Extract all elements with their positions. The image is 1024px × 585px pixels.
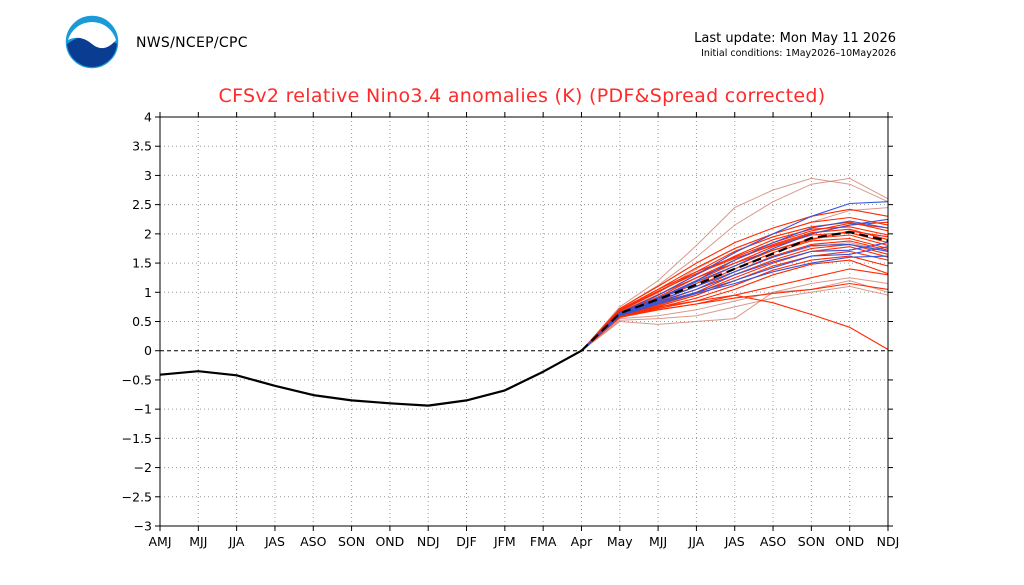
x-tick-label: MJJ — [189, 534, 207, 549]
last-update: Last update: Mon May 11 2026 — [694, 31, 896, 46]
x-tick-label: JFM — [493, 534, 516, 549]
ensemble-member-faint-line — [581, 285, 889, 352]
y-tick-label: −1 — [134, 402, 152, 417]
x-tick-label: JAS — [264, 534, 285, 549]
ensemble-member-faint-line — [581, 280, 889, 352]
ensemble-member-blue-line — [581, 201, 889, 352]
x-tick-label: JJA — [688, 534, 705, 549]
y-tick-label: −2 — [134, 460, 152, 475]
x-tick-label: JJA — [228, 534, 245, 549]
x-tick-label: FMA — [530, 534, 557, 549]
x-tick-label: MJJ — [649, 534, 667, 549]
y-tick-label: −3 — [134, 519, 152, 534]
y-tick-label: 2.5 — [132, 197, 152, 212]
y-tick-label: −1.5 — [122, 431, 152, 446]
noaa-logo-text: NOAA — [78, 29, 107, 39]
x-tick-label: NDJ — [877, 534, 900, 549]
y-tick-label: 2 — [144, 226, 152, 241]
x-tick-label: NDJ — [417, 534, 440, 549]
ensemble-member-blue-line — [581, 218, 889, 352]
plot-frame — [159, 116, 889, 527]
x-tick-label: JAS — [724, 534, 745, 549]
x-tick-label: Apr — [571, 534, 593, 549]
x-tick-label: SON — [798, 534, 825, 549]
ensemble-member-red-line — [581, 222, 889, 352]
x-tick-label: DJF — [456, 534, 477, 549]
y-tick-label: −2.5 — [122, 489, 152, 504]
x-tick-label: ASO — [760, 534, 786, 549]
x-tick-label: SON — [338, 534, 365, 549]
ensemble-member-blue-line — [581, 242, 889, 352]
x-tick-label: OND — [375, 534, 404, 549]
noaa-logo-icon: NOAA — [64, 14, 120, 70]
y-tick-label: −0.5 — [122, 372, 152, 387]
y-tick-label: 4 — [144, 110, 152, 125]
ensemble-member-blue-line — [581, 246, 889, 352]
x-tick-label: May — [607, 534, 633, 549]
y-tick-label: 3.5 — [132, 139, 152, 154]
ensemble-member-red-line — [581, 246, 889, 352]
ensemble-member-faint-line — [581, 277, 889, 352]
y-tick-label: 0 — [144, 343, 152, 358]
org-name: NWS/NCEP/CPC — [136, 35, 248, 51]
ensemble-member-faint-line — [581, 177, 889, 352]
y-tick-label: 1.5 — [132, 256, 152, 271]
initial-conditions: Initial conditions: 1May2026–10May2026 — [701, 48, 896, 59]
y-tick-label: 1 — [144, 285, 152, 300]
observed-line — [159, 349, 583, 407]
ensemble-member-red-line — [581, 208, 889, 352]
chart-title: CFSv2 relative Nino3.4 anomalies (K) (PD… — [218, 85, 826, 107]
ensemble-member-red-line — [581, 294, 889, 352]
ensemble-member-blue-line — [581, 255, 889, 352]
y-tick-label: 3 — [144, 168, 152, 183]
x-tick-label: ASO — [300, 534, 326, 549]
y-tick-label: 0.5 — [132, 314, 152, 329]
ensemble-member-red-line — [581, 282, 889, 352]
ensemble-mean-line — [580, 230, 889, 352]
x-tick-label: OND — [835, 534, 864, 549]
ensemble-member-blue-line — [581, 220, 889, 352]
x-tick-label: AMJ — [148, 534, 171, 549]
